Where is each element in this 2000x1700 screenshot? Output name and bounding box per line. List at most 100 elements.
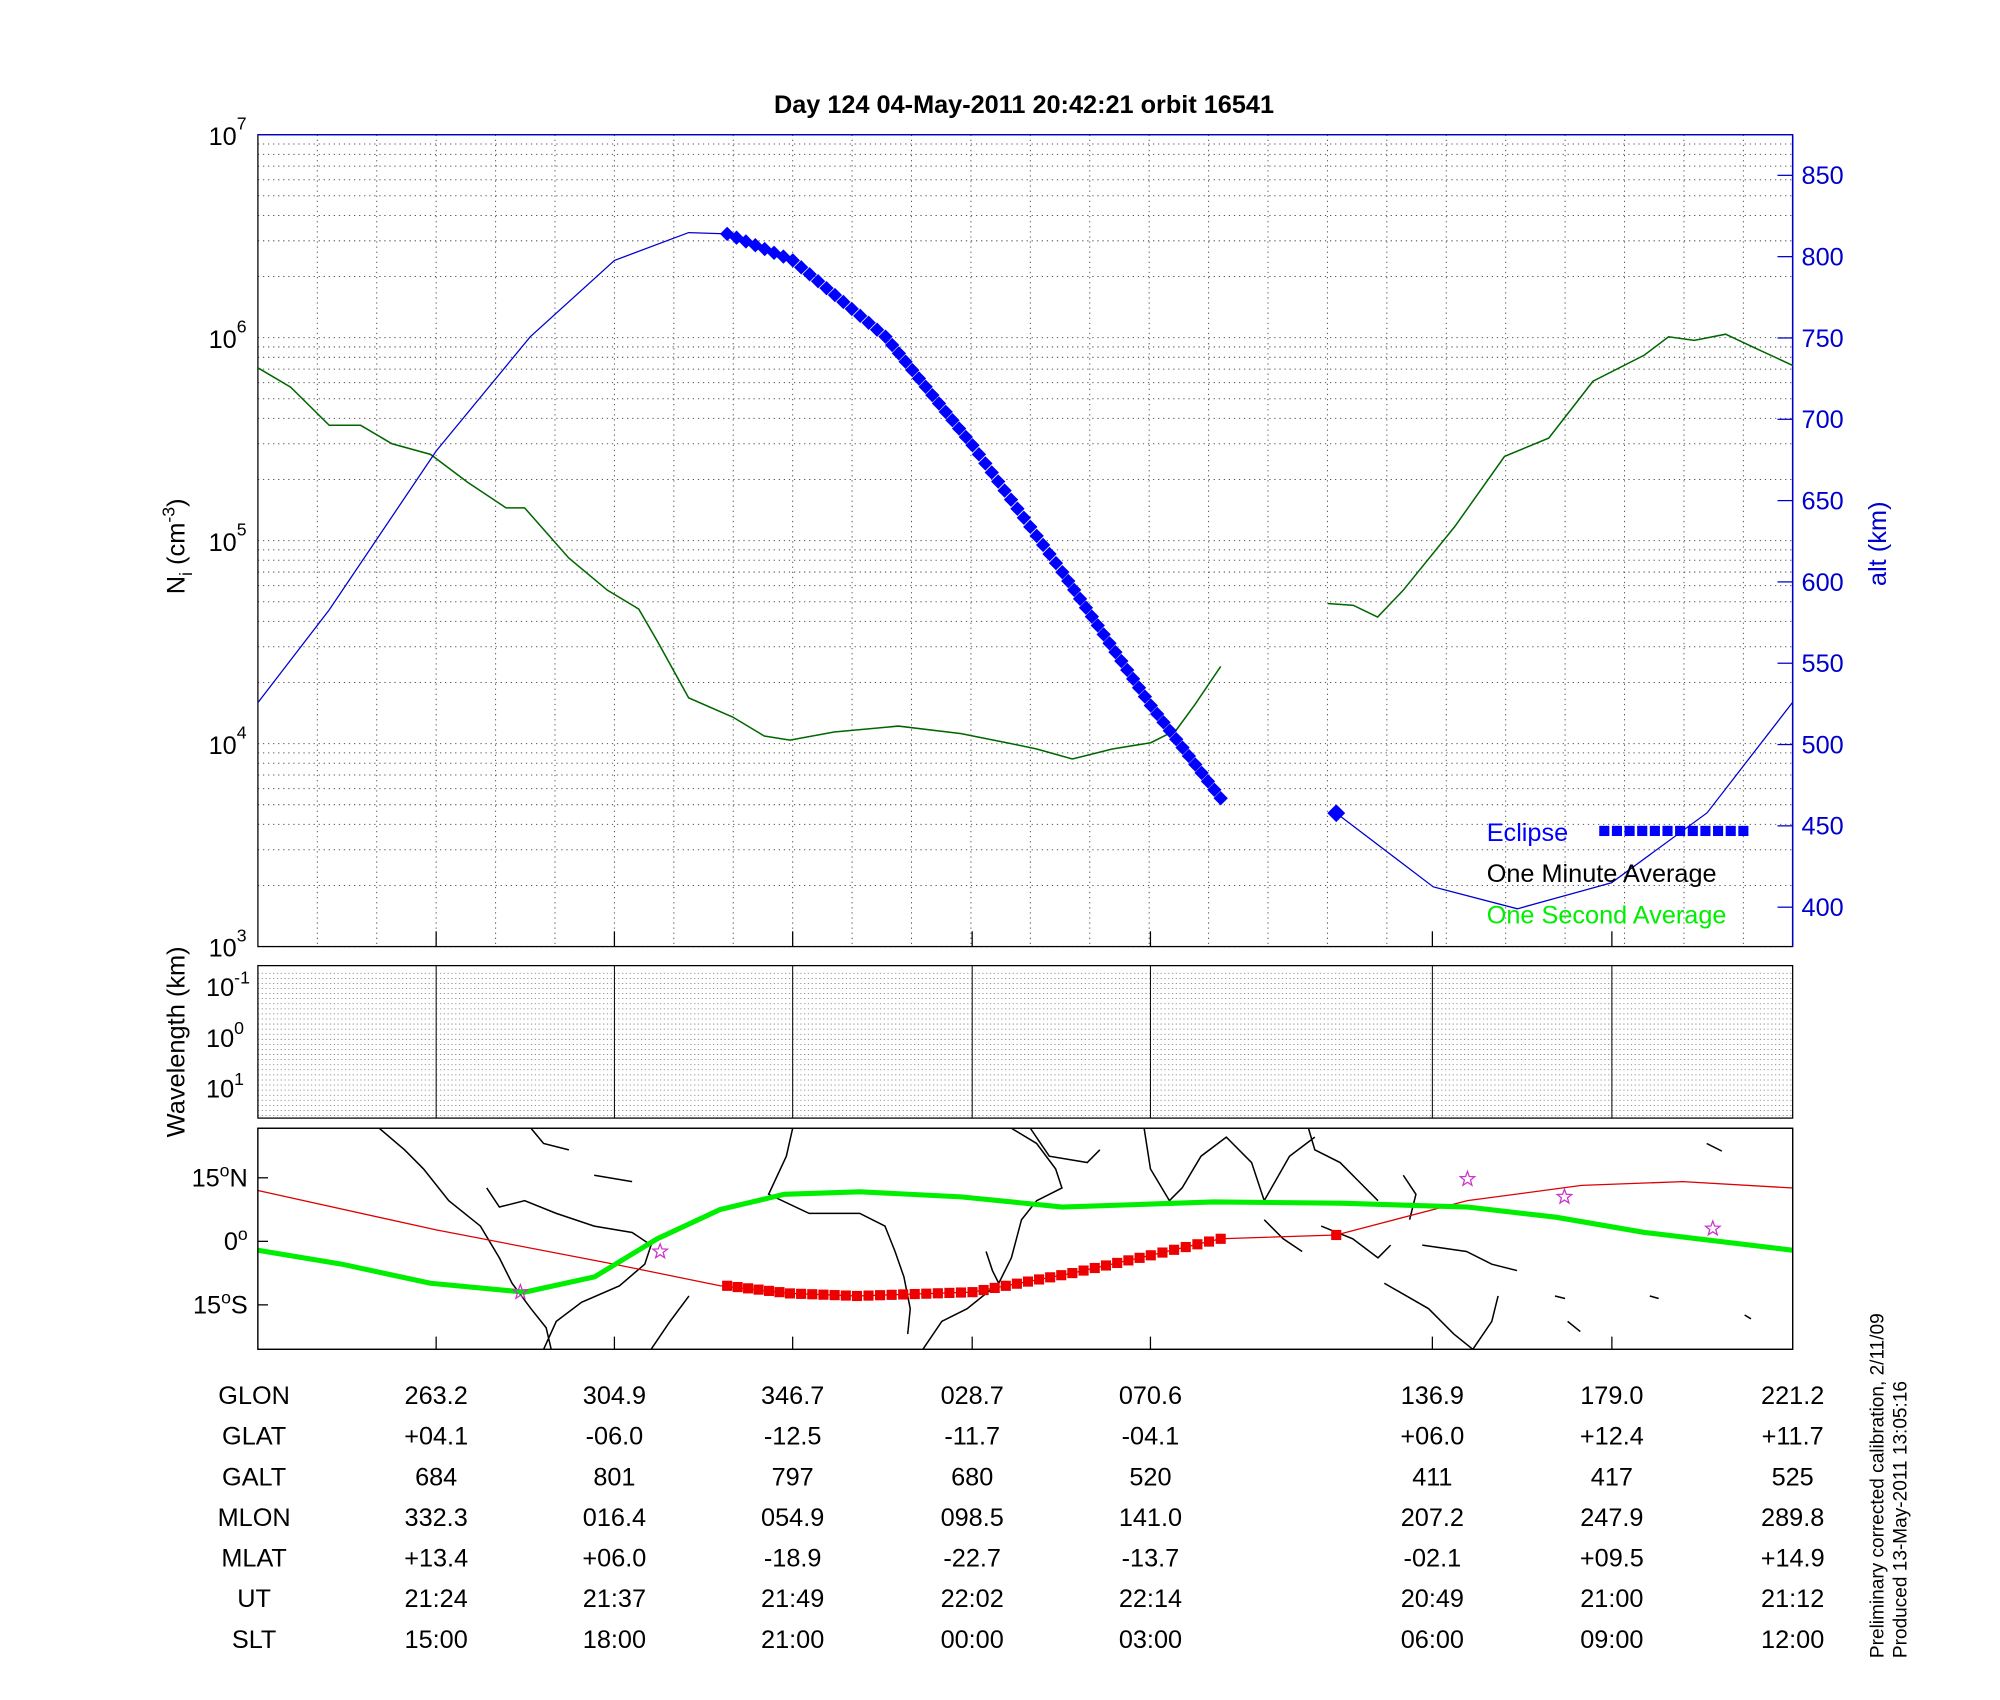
eclipse-marker bbox=[951, 421, 967, 436]
ni-label-close: ) bbox=[163, 498, 191, 506]
eclipse-track-marker bbox=[967, 1287, 978, 1298]
row-label-glat: GLAT bbox=[222, 1423, 286, 1451]
eclipse-marker bbox=[1150, 706, 1165, 722]
eclipse-track-marker bbox=[1203, 1236, 1215, 1247]
table-cell: +13.4 bbox=[404, 1545, 468, 1573]
eclipse-marker bbox=[911, 371, 927, 386]
eclipse-marker bbox=[1143, 698, 1158, 713]
table-cell: +12.4 bbox=[1580, 1423, 1644, 1451]
table-cell: -12.5 bbox=[764, 1423, 822, 1451]
coastline-americas bbox=[378, 1127, 690, 1350]
ephemeris-table: GLON 263.2 304.9 346.7 028.7 070.6 136.9 179.0 2… bbox=[218, 1382, 1825, 1654]
eclipse-track-marker bbox=[1089, 1262, 1100, 1274]
table-cell: -06.0 bbox=[586, 1423, 644, 1451]
table-cell: +04.1 bbox=[404, 1423, 468, 1451]
table-cell: 346.7 bbox=[761, 1382, 824, 1410]
wave-tick-exp: -1 bbox=[234, 967, 250, 987]
wave-tick-base: 10 bbox=[206, 974, 234, 1002]
legend-eclipse-square bbox=[1624, 825, 1635, 837]
eclipse-track-marker bbox=[944, 1287, 955, 1298]
eclipse-marker bbox=[785, 253, 800, 268]
alt-tick-label: 500 bbox=[1802, 731, 1844, 759]
table-cell: 247.9 bbox=[1580, 1504, 1643, 1532]
wave-tick-label: 101 bbox=[206, 1069, 244, 1104]
eclipse-marker bbox=[1188, 757, 1203, 772]
eclipse-track-marker bbox=[807, 1289, 818, 1300]
table-cell: 21:37 bbox=[583, 1585, 646, 1613]
table-cell: 801 bbox=[593, 1463, 635, 1491]
eclipse-track-marker bbox=[1123, 1255, 1134, 1266]
eclipse-marker bbox=[1162, 723, 1178, 738]
eclipse-track-marker bbox=[909, 1288, 920, 1300]
ni-tick-base: 10 bbox=[209, 326, 237, 354]
legend-eclipse-square bbox=[1675, 825, 1686, 837]
eclipse-marker bbox=[869, 322, 885, 337]
table-cell: 289.8 bbox=[1761, 1504, 1824, 1532]
table-cell: 21:49 bbox=[761, 1585, 824, 1613]
eclipse-track-marker bbox=[932, 1288, 943, 1299]
eclipse-marker bbox=[905, 362, 920, 378]
table-cell: 00:00 bbox=[941, 1626, 1004, 1654]
eclipse-marker bbox=[1102, 636, 1117, 651]
degree-symbol: o bbox=[220, 1160, 230, 1180]
eclipse-marker bbox=[1010, 501, 1025, 516]
table-cell: 098.5 bbox=[941, 1504, 1004, 1532]
ni-tick-base: 10 bbox=[209, 935, 237, 963]
eclipse-track-marker bbox=[1180, 1241, 1191, 1253]
eclipse-track-marker bbox=[886, 1289, 897, 1300]
alt-tick-label: 700 bbox=[1802, 406, 1844, 434]
table-cell: 21:00 bbox=[761, 1626, 824, 1654]
table-cell: 054.9 bbox=[761, 1504, 824, 1532]
eclipse-track-marker bbox=[1022, 1276, 1034, 1287]
map-frame-border bbox=[257, 1127, 1794, 1350]
legend: Eclipse One Minute Average One Second Av… bbox=[1487, 819, 1749, 930]
eclipse-track-marker bbox=[978, 1284, 989, 1296]
eclipse-marker bbox=[1003, 492, 1019, 507]
table-cell: 684 bbox=[415, 1463, 457, 1491]
table-cell: 263.2 bbox=[405, 1382, 468, 1410]
table-cell: 016.4 bbox=[583, 1504, 646, 1532]
lat-num: 15 bbox=[193, 1292, 221, 1320]
eclipse-track-marker bbox=[732, 1281, 743, 1293]
eclipse-marker bbox=[885, 337, 900, 353]
map-frame bbox=[257, 1127, 1794, 1350]
lat-num: 15 bbox=[192, 1165, 220, 1193]
star-marker bbox=[1458, 1169, 1477, 1187]
ni-tick-base: 10 bbox=[209, 123, 237, 151]
coastline-africa bbox=[767, 1127, 1101, 1350]
table-cell: +14.9 bbox=[1761, 1545, 1825, 1573]
eclipse-track-marker bbox=[1056, 1270, 1067, 1281]
eclipse-track-marker bbox=[1157, 1247, 1168, 1258]
ni-tick-label: 105 bbox=[209, 519, 247, 556]
table-cell: 207.2 bbox=[1401, 1504, 1464, 1532]
alt-tick-label: 850 bbox=[1802, 162, 1844, 190]
row-label-mlon: MLON bbox=[218, 1504, 291, 1532]
map-series bbox=[257, 1169, 1793, 1302]
table-cell: 221.2 bbox=[1761, 1382, 1824, 1410]
table-cell: 070.6 bbox=[1119, 1382, 1182, 1410]
alt-tick-label: 400 bbox=[1802, 894, 1844, 922]
eclipse-marker bbox=[925, 387, 940, 403]
table-cell: 304.9 bbox=[583, 1382, 646, 1410]
table-cell: 028.7 bbox=[941, 1382, 1004, 1410]
legend-eclipse-square bbox=[1599, 825, 1610, 837]
legend-eclipse-square bbox=[1649, 825, 1660, 837]
eclipse-marker bbox=[997, 483, 1012, 498]
ni-label-unit: (cm bbox=[163, 523, 191, 572]
alt-tick-label: 800 bbox=[1802, 243, 1844, 271]
ni-label-main: N bbox=[163, 576, 191, 594]
table-cell: 141.0 bbox=[1119, 1504, 1182, 1532]
eclipse-marker bbox=[931, 396, 947, 411]
eclipse-track-marker bbox=[1045, 1272, 1056, 1283]
wave-tick-label: 100 bbox=[206, 1018, 244, 1053]
eclipse-track-marker bbox=[989, 1282, 1000, 1293]
ni-tick-exp: 4 bbox=[237, 722, 247, 742]
table-cell: 21:12 bbox=[1761, 1585, 1824, 1613]
eclipse-marker bbox=[878, 329, 893, 344]
legend-eclipse-square bbox=[1700, 825, 1711, 837]
table-cell: +09.5 bbox=[1580, 1545, 1644, 1573]
eclipse-track-marker bbox=[921, 1288, 932, 1299]
ni-line bbox=[1327, 333, 1793, 619]
